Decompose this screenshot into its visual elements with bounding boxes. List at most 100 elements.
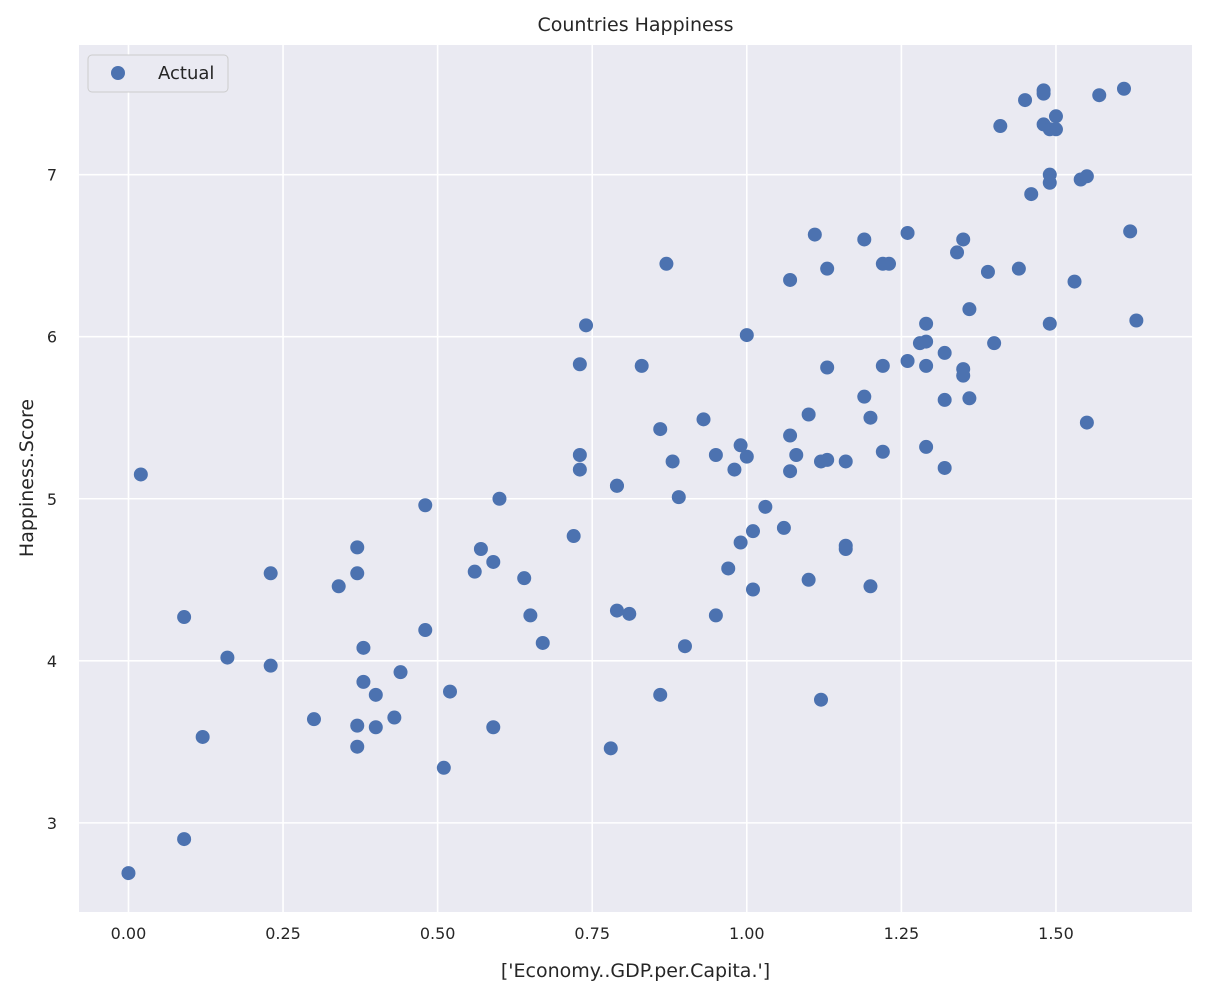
data-point — [956, 368, 971, 383]
data-point — [863, 579, 878, 594]
y-tick-label: 3 — [47, 814, 57, 833]
data-point — [956, 232, 971, 247]
data-point — [745, 524, 760, 539]
x-tick-label: 1.00 — [729, 924, 765, 943]
data-point — [195, 729, 210, 744]
data-point — [758, 499, 773, 514]
data-point — [121, 866, 136, 881]
x-tick-label: 0.50 — [420, 924, 456, 943]
data-point — [393, 665, 408, 680]
data-point — [1018, 93, 1033, 108]
data-point — [572, 448, 587, 463]
data-point — [783, 272, 798, 287]
data-point — [609, 603, 624, 618]
data-point — [350, 566, 365, 581]
data-point — [919, 439, 934, 454]
data-point — [572, 462, 587, 477]
data-points — [121, 81, 1144, 881]
data-point — [350, 540, 365, 555]
data-point — [653, 422, 668, 437]
y-tick-label: 7 — [47, 166, 57, 185]
data-point — [814, 692, 828, 707]
data-point — [739, 449, 754, 464]
data-point — [708, 608, 723, 623]
data-point — [634, 358, 649, 373]
x-tick-label: 1.25 — [884, 924, 920, 943]
data-point — [177, 832, 192, 847]
data-point — [1036, 83, 1051, 98]
data-point — [919, 358, 934, 373]
data-point — [733, 535, 748, 550]
data-point — [486, 720, 501, 735]
data-point — [603, 741, 618, 756]
data-point — [609, 478, 624, 493]
data-point — [1079, 415, 1094, 430]
data-point — [677, 639, 692, 654]
data-point — [863, 410, 878, 425]
data-point — [820, 360, 835, 375]
data-point — [919, 316, 934, 331]
data-point — [1042, 316, 1057, 331]
data-point — [875, 444, 890, 459]
data-point — [436, 760, 451, 775]
data-point — [387, 710, 402, 725]
data-point — [776, 520, 791, 535]
data-point — [263, 566, 278, 581]
data-point — [368, 720, 383, 735]
data-point — [517, 571, 532, 586]
data-point — [653, 687, 668, 702]
legend-label: Actual — [158, 63, 214, 84]
data-point — [492, 491, 507, 506]
data-point — [1042, 175, 1057, 190]
data-point — [443, 684, 457, 699]
data-point — [857, 389, 872, 404]
data-point — [486, 554, 501, 569]
data-point — [727, 462, 742, 477]
data-point — [801, 407, 816, 422]
data-point — [937, 460, 952, 475]
x-axis-label: ['Economy..GDP.per.Capita.'] — [501, 960, 770, 982]
x-tick-labels: 0.00 0.25 0.50 0.75 1.00 1.25 1.50 — [111, 924, 1074, 943]
data-point — [1011, 261, 1026, 276]
legend-marker — [111, 66, 125, 80]
data-point — [1092, 88, 1107, 103]
x-tick-label: 0.25 — [265, 924, 301, 943]
data-point — [659, 256, 674, 271]
data-point — [473, 541, 488, 556]
data-point — [622, 606, 637, 621]
x-tick-label: 0.75 — [574, 924, 610, 943]
data-point — [566, 529, 581, 544]
y-axis-label: Happiness.Score — [16, 399, 38, 557]
data-point — [807, 227, 822, 242]
data-point — [733, 438, 748, 453]
data-point — [783, 428, 798, 443]
y-tick-label: 4 — [47, 652, 57, 671]
data-point — [745, 582, 760, 597]
data-point — [789, 448, 804, 463]
data-point — [350, 718, 365, 733]
data-point — [937, 392, 952, 407]
data-point — [919, 334, 934, 349]
data-point — [950, 245, 965, 260]
grid-lines — [79, 45, 1192, 912]
data-point — [875, 358, 890, 373]
data-point — [523, 608, 538, 623]
data-point — [665, 454, 680, 469]
data-point — [306, 712, 321, 727]
data-point — [1067, 274, 1082, 289]
data-point — [579, 318, 594, 333]
y-tick-label: 5 — [47, 490, 57, 509]
data-point — [535, 635, 550, 650]
data-point — [900, 354, 915, 369]
y-tick-labels: 3 4 5 6 7 — [47, 166, 57, 833]
data-point — [739, 328, 754, 343]
data-point — [900, 225, 915, 240]
data-point — [133, 467, 148, 482]
data-point — [418, 498, 433, 513]
data-point — [368, 687, 383, 702]
data-point — [820, 452, 835, 467]
data-point — [1123, 224, 1138, 239]
data-point — [572, 357, 587, 372]
data-point — [1079, 169, 1094, 184]
x-tick-label: 1.50 — [1038, 924, 1074, 943]
